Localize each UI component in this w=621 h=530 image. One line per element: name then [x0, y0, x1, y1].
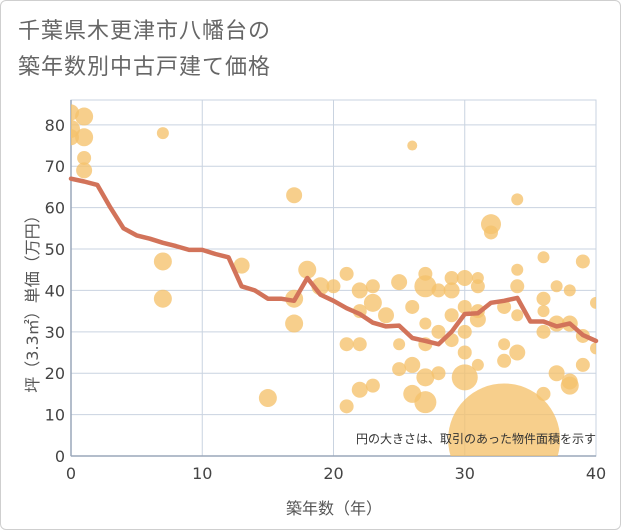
bubble-point	[536, 386, 551, 401]
average-line-layer	[68, 176, 599, 347]
bubble-point	[363, 293, 382, 312]
bubble-point	[484, 225, 498, 240]
bubble-point	[431, 324, 446, 339]
bubble-point	[451, 364, 478, 391]
bubble-point	[414, 275, 437, 298]
bubble-point	[258, 389, 277, 408]
bubble-point	[365, 279, 380, 294]
bubble-point	[286, 187, 303, 204]
x-tick-label: 0	[66, 464, 76, 483]
bubble-point	[407, 140, 418, 151]
bubble-point	[76, 162, 93, 179]
x-tick-label: 20	[323, 464, 343, 483]
bubble-point	[75, 107, 94, 126]
x-axis-label: 築年数（年）	[286, 499, 382, 518]
bubble-point	[457, 345, 472, 360]
bubble-point	[575, 357, 590, 372]
bubble-point	[511, 193, 524, 206]
bubble-point	[404, 356, 421, 373]
y-tick-label: 60	[45, 199, 65, 218]
bubble-point	[285, 314, 304, 333]
bubble-point	[75, 128, 94, 147]
y-tick-label: 0	[55, 447, 65, 466]
average-price-line	[68, 176, 599, 347]
x-tick-label: 30	[455, 464, 475, 483]
bubble-point	[498, 338, 511, 351]
bubble-point	[550, 280, 563, 293]
chart-title-line2: 築年数別中古戸建て価格	[18, 55, 272, 80]
bubble-point	[431, 283, 446, 298]
bubble-point	[339, 266, 354, 281]
bubble-point	[419, 317, 432, 330]
bubble-point	[471, 358, 484, 371]
bubble-point	[457, 324, 472, 339]
bubble-point	[457, 299, 472, 314]
bubble-point	[339, 337, 354, 352]
bubble-point	[537, 251, 550, 264]
bubble-point	[378, 307, 394, 324]
bubble-size-note: 円の大きさは、取引のあった物件面積を示す	[356, 431, 596, 446]
y-tick-label: 50	[45, 240, 65, 259]
bubble-point	[560, 376, 579, 395]
bubble-point	[414, 391, 437, 414]
bubble-point	[153, 252, 172, 271]
y-tick-label: 80	[45, 116, 65, 135]
bubble-point	[511, 309, 524, 322]
bubble-point	[563, 284, 576, 297]
bubble-point	[497, 353, 512, 368]
bubble-point	[391, 274, 408, 291]
bubble-point	[590, 342, 596, 355]
bubble-point	[351, 381, 368, 398]
bubble-point	[511, 263, 524, 276]
bubble-point	[416, 368, 435, 387]
bubble-point	[448, 383, 561, 456]
y-axis-label: 坪（3.3㎡）単価（万円）	[23, 207, 42, 392]
bubble-point	[298, 260, 317, 279]
bubble-point	[365, 378, 380, 393]
bubble-point	[536, 291, 551, 306]
chart-title-line1: 千葉県木更津市八幡台の	[18, 19, 272, 44]
bubble-point	[339, 399, 354, 414]
x-tick-label: 10	[192, 464, 212, 483]
bubble-point	[444, 308, 459, 323]
bubble-point	[153, 289, 172, 308]
bubble-point	[405, 299, 420, 314]
bubble-point	[471, 272, 484, 284]
y-tick-label: 10	[45, 406, 65, 425]
bubble-point	[352, 337, 367, 352]
bubble-point	[510, 279, 525, 294]
bubble-point	[444, 271, 459, 285]
bubble-point	[431, 366, 446, 381]
bubble-point	[393, 338, 406, 351]
y-tick-label: 30	[45, 323, 65, 342]
y-tick-label: 40	[45, 281, 65, 300]
bubble-point	[590, 296, 596, 309]
bubble-point	[536, 324, 551, 339]
bubble-point	[392, 362, 407, 377]
y-tick-label: 20	[45, 364, 65, 383]
x-tick-label: 40	[586, 464, 606, 483]
chart-title: 千葉県木更津市八幡台の 築年数別中古戸建て価格	[18, 14, 271, 86]
y-tick-label: 70	[45, 157, 65, 176]
bubble-point	[351, 282, 368, 299]
bubble-point	[443, 282, 460, 299]
bubble-point	[456, 270, 473, 286]
bubble-point	[326, 279, 341, 294]
bubble-point	[575, 254, 590, 269]
bubble-point	[548, 365, 565, 382]
tick-labels: 0 10 20 30 40 50 60 70 80 0 10 20 30 40	[45, 116, 607, 483]
bubble-point	[537, 305, 550, 318]
bubble-point	[77, 150, 92, 165]
bubble-point	[233, 257, 250, 274]
bubble-point	[509, 344, 526, 361]
bubble-point	[156, 127, 169, 140]
